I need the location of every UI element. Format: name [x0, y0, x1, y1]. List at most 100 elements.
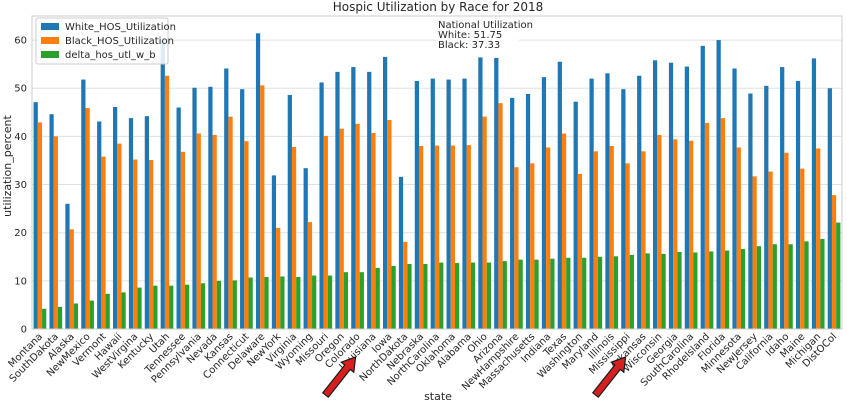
- bar-Black_HOS_Utilization-Arizona: [498, 103, 503, 329]
- bar-White_HOS_Utilization-Virginia: [287, 94, 292, 329]
- bar-delta_hos_utl_w_b-Virginia: [296, 276, 301, 329]
- bar-White_HOS_Utilization-Wisconsin: [653, 60, 658, 329]
- bar-delta_hos_utl_w_b-NewJersey: [756, 246, 761, 329]
- bar-delta_hos_utl_w_b-Vermont: [105, 293, 110, 329]
- y-tick-label: 10: [14, 276, 27, 287]
- bar-White_HOS_Utilization-NewMexico: [81, 79, 86, 329]
- bar-delta_hos_utl_w_b-Washington: [582, 257, 587, 329]
- bar-delta_hos_utl_w_b-Nevada: [216, 280, 221, 329]
- bar-White_HOS_Utilization-Tennessee: [176, 107, 181, 329]
- bar-White_HOS_Utilization-Connecticut: [240, 89, 245, 329]
- bar-Black_HOS_Utilization-RhodeIsland: [704, 122, 710, 329]
- bar-Black_HOS_Utilization-Iowa: [387, 120, 392, 330]
- bar-Black_HOS_Utilization-Wyoming: [307, 222, 313, 329]
- bar-delta_hos_utl_w_b-Alaska: [73, 303, 79, 329]
- bar-Black_HOS_Utilization-Kentucky: [149, 159, 154, 329]
- bar-White_HOS_Utilization-Alabama: [462, 78, 467, 329]
- bar-delta_hos_utl_w_b-Florida: [725, 250, 730, 329]
- annotation-line: National Utilization: [438, 20, 533, 31]
- bar-White_HOS_Utilization-Arizona: [494, 57, 499, 329]
- bar-Black_HOS_Utilization-Texas: [561, 133, 567, 329]
- bar-White_HOS_Utilization-RhodeIsland: [700, 45, 705, 330]
- bar-Black_HOS_Utilization-Alaska: [69, 229, 74, 329]
- bar-White_HOS_Utilization-Ohio: [478, 57, 483, 330]
- bar-delta_hos_utl_w_b-Georgia: [677, 251, 682, 329]
- legend-swatch: [41, 37, 59, 44]
- bar-Black_HOS_Utilization-Vermont: [101, 156, 106, 329]
- bar-Black_HOS_Utilization-Florida: [720, 118, 725, 329]
- bar-Black_HOS_Utilization-Maine: [800, 168, 805, 329]
- bar-White_HOS_Utilization-Idaho: [780, 67, 785, 329]
- bar-White_HOS_Utilization-WestVirgina: [128, 118, 134, 329]
- bar-delta_hos_utl_w_b-WestVirgina: [137, 287, 142, 329]
- bar-delta_hos_utl_w_b-NewHampshire: [518, 259, 523, 329]
- bar-White_HOS_Utilization-Nevada: [208, 86, 213, 329]
- bar-Black_HOS_Utilization-Tennessee: [180, 151, 185, 329]
- bar-Black_HOS_Utilization-Missouri: [323, 135, 328, 329]
- bar-delta_hos_utl_w_b-SouthDakota: [57, 306, 63, 329]
- bar-White_HOS_Utilization-Indiana: [541, 77, 547, 329]
- bar-Black_HOS_Utilization-Illinois: [609, 146, 614, 329]
- bar-White_HOS_Utilization-SouthCarolina: [684, 66, 689, 330]
- bar-Black_HOS_Utilization-DistOCol: [831, 195, 837, 329]
- bar-White_HOS_Utilization-DistOCol: [827, 88, 832, 329]
- bar-Black_HOS_Utilization-Minnesota: [736, 147, 741, 329]
- y-tick-label: 40: [14, 132, 27, 143]
- bar-Black_HOS_Utilization-NewJersey: [752, 176, 757, 329]
- bar-Black_HOS_Utilization-Indiana: [546, 147, 551, 329]
- bar-White_HOS_Utilization-Montana: [33, 102, 38, 330]
- bar-delta_hos_utl_w_b-Texas: [566, 257, 571, 329]
- bar-Black_HOS_Utilization-NorthCarolina: [434, 145, 440, 329]
- y-tick-label: 50: [14, 84, 27, 95]
- bar-Black_HOS_Utilization-Alabama: [466, 145, 471, 329]
- bar-Black_HOS_Utilization-Arkansas: [641, 151, 646, 329]
- bar-White_HOS_Utilization-NewJersey: [748, 93, 753, 329]
- legend-swatch: [41, 23, 59, 30]
- x-axis-label: state: [424, 390, 452, 403]
- bar-Black_HOS_Utilization-Louisiana: [371, 133, 376, 329]
- bar-Black_HOS_Utilization-Washington: [577, 173, 583, 329]
- bar-delta_hos_utl_w_b-NorthCarolina: [439, 262, 444, 329]
- bar-Black_HOS_Utilization-NewHampshire: [514, 167, 519, 329]
- bar-White_HOS_Utilization-Iowa: [383, 56, 388, 329]
- bar-Black_HOS_Utilization-Oklahoma: [450, 145, 455, 329]
- annotation-line: Black: 37.33: [438, 40, 500, 51]
- bar-delta_hos_utl_w_b-Connecticut: [248, 277, 253, 329]
- y-tick-label: 20: [14, 228, 27, 239]
- bar-White_HOS_Utilization-NorthDakota: [398, 176, 404, 329]
- bar-White_HOS_Utilization-Mississippi: [621, 89, 626, 329]
- bar-Black_HOS_Utilization-Virginia: [291, 146, 297, 329]
- legend-label: White_HOS_Utilization: [65, 22, 176, 33]
- legend-box: [35, 17, 169, 65]
- bar-Black_HOS_Utilization-SouthCarolina: [689, 140, 694, 329]
- red-arrow-Colorado: [321, 356, 357, 399]
- annotation-box: [437, 19, 519, 51]
- bar-White_HOS_Utilization-Pennsylvania: [192, 87, 197, 329]
- bar-White_HOS_Utilization-Minnesota: [732, 68, 737, 329]
- bar-delta_hos_utl_w_b-Minnesota: [740, 249, 746, 329]
- bar-delta_hos_utl_w_b-Arizona: [502, 261, 507, 329]
- bar-delta_hos_utl_w_b-Michigan: [820, 238, 825, 329]
- bar-delta_hos_utl_w_b-Kansas: [232, 280, 237, 329]
- bar-White_HOS_Utilization-Louisiana: [367, 71, 372, 329]
- bar-delta_hos_utl_w_b-Ohio: [486, 262, 491, 329]
- bar-Black_HOS_Utilization-Massachusetts: [530, 163, 535, 329]
- y-tick-label: 30: [14, 180, 27, 191]
- bar-delta_hos_utl_w_b-NewYork: [280, 276, 285, 329]
- bar-White_HOS_Utilization-Kentucky: [144, 116, 149, 329]
- bar-Black_HOS_Utilization-Utah: [164, 75, 170, 329]
- bar-White_HOS_Utilization-California: [764, 85, 769, 329]
- bar-delta_hos_utl_w_b-Tennessee: [185, 284, 190, 329]
- bar-White_HOS_Utilization-Maryland: [589, 78, 594, 329]
- bar-White_HOS_Utilization-NorthCarolina: [430, 78, 435, 329]
- bar-Black_HOS_Utilization-Connecticut: [244, 141, 249, 329]
- bar-delta_hos_utl_w_b-Alabama: [470, 262, 476, 329]
- bar-delta_hos_utl_w_b-Wisconsin: [661, 253, 666, 329]
- bar-White_HOS_Utilization-Texas: [557, 61, 562, 329]
- bar-delta_hos_utl_w_b-Delaware: [264, 276, 269, 329]
- bar-Black_HOS_Utilization-Mississippi: [625, 163, 630, 329]
- bar-White_HOS_Utilization-Illinois: [605, 73, 610, 330]
- bar-White_HOS_Utilization-Florida: [716, 40, 721, 329]
- bar-delta_hos_utl_w_b-Maine: [804, 241, 809, 329]
